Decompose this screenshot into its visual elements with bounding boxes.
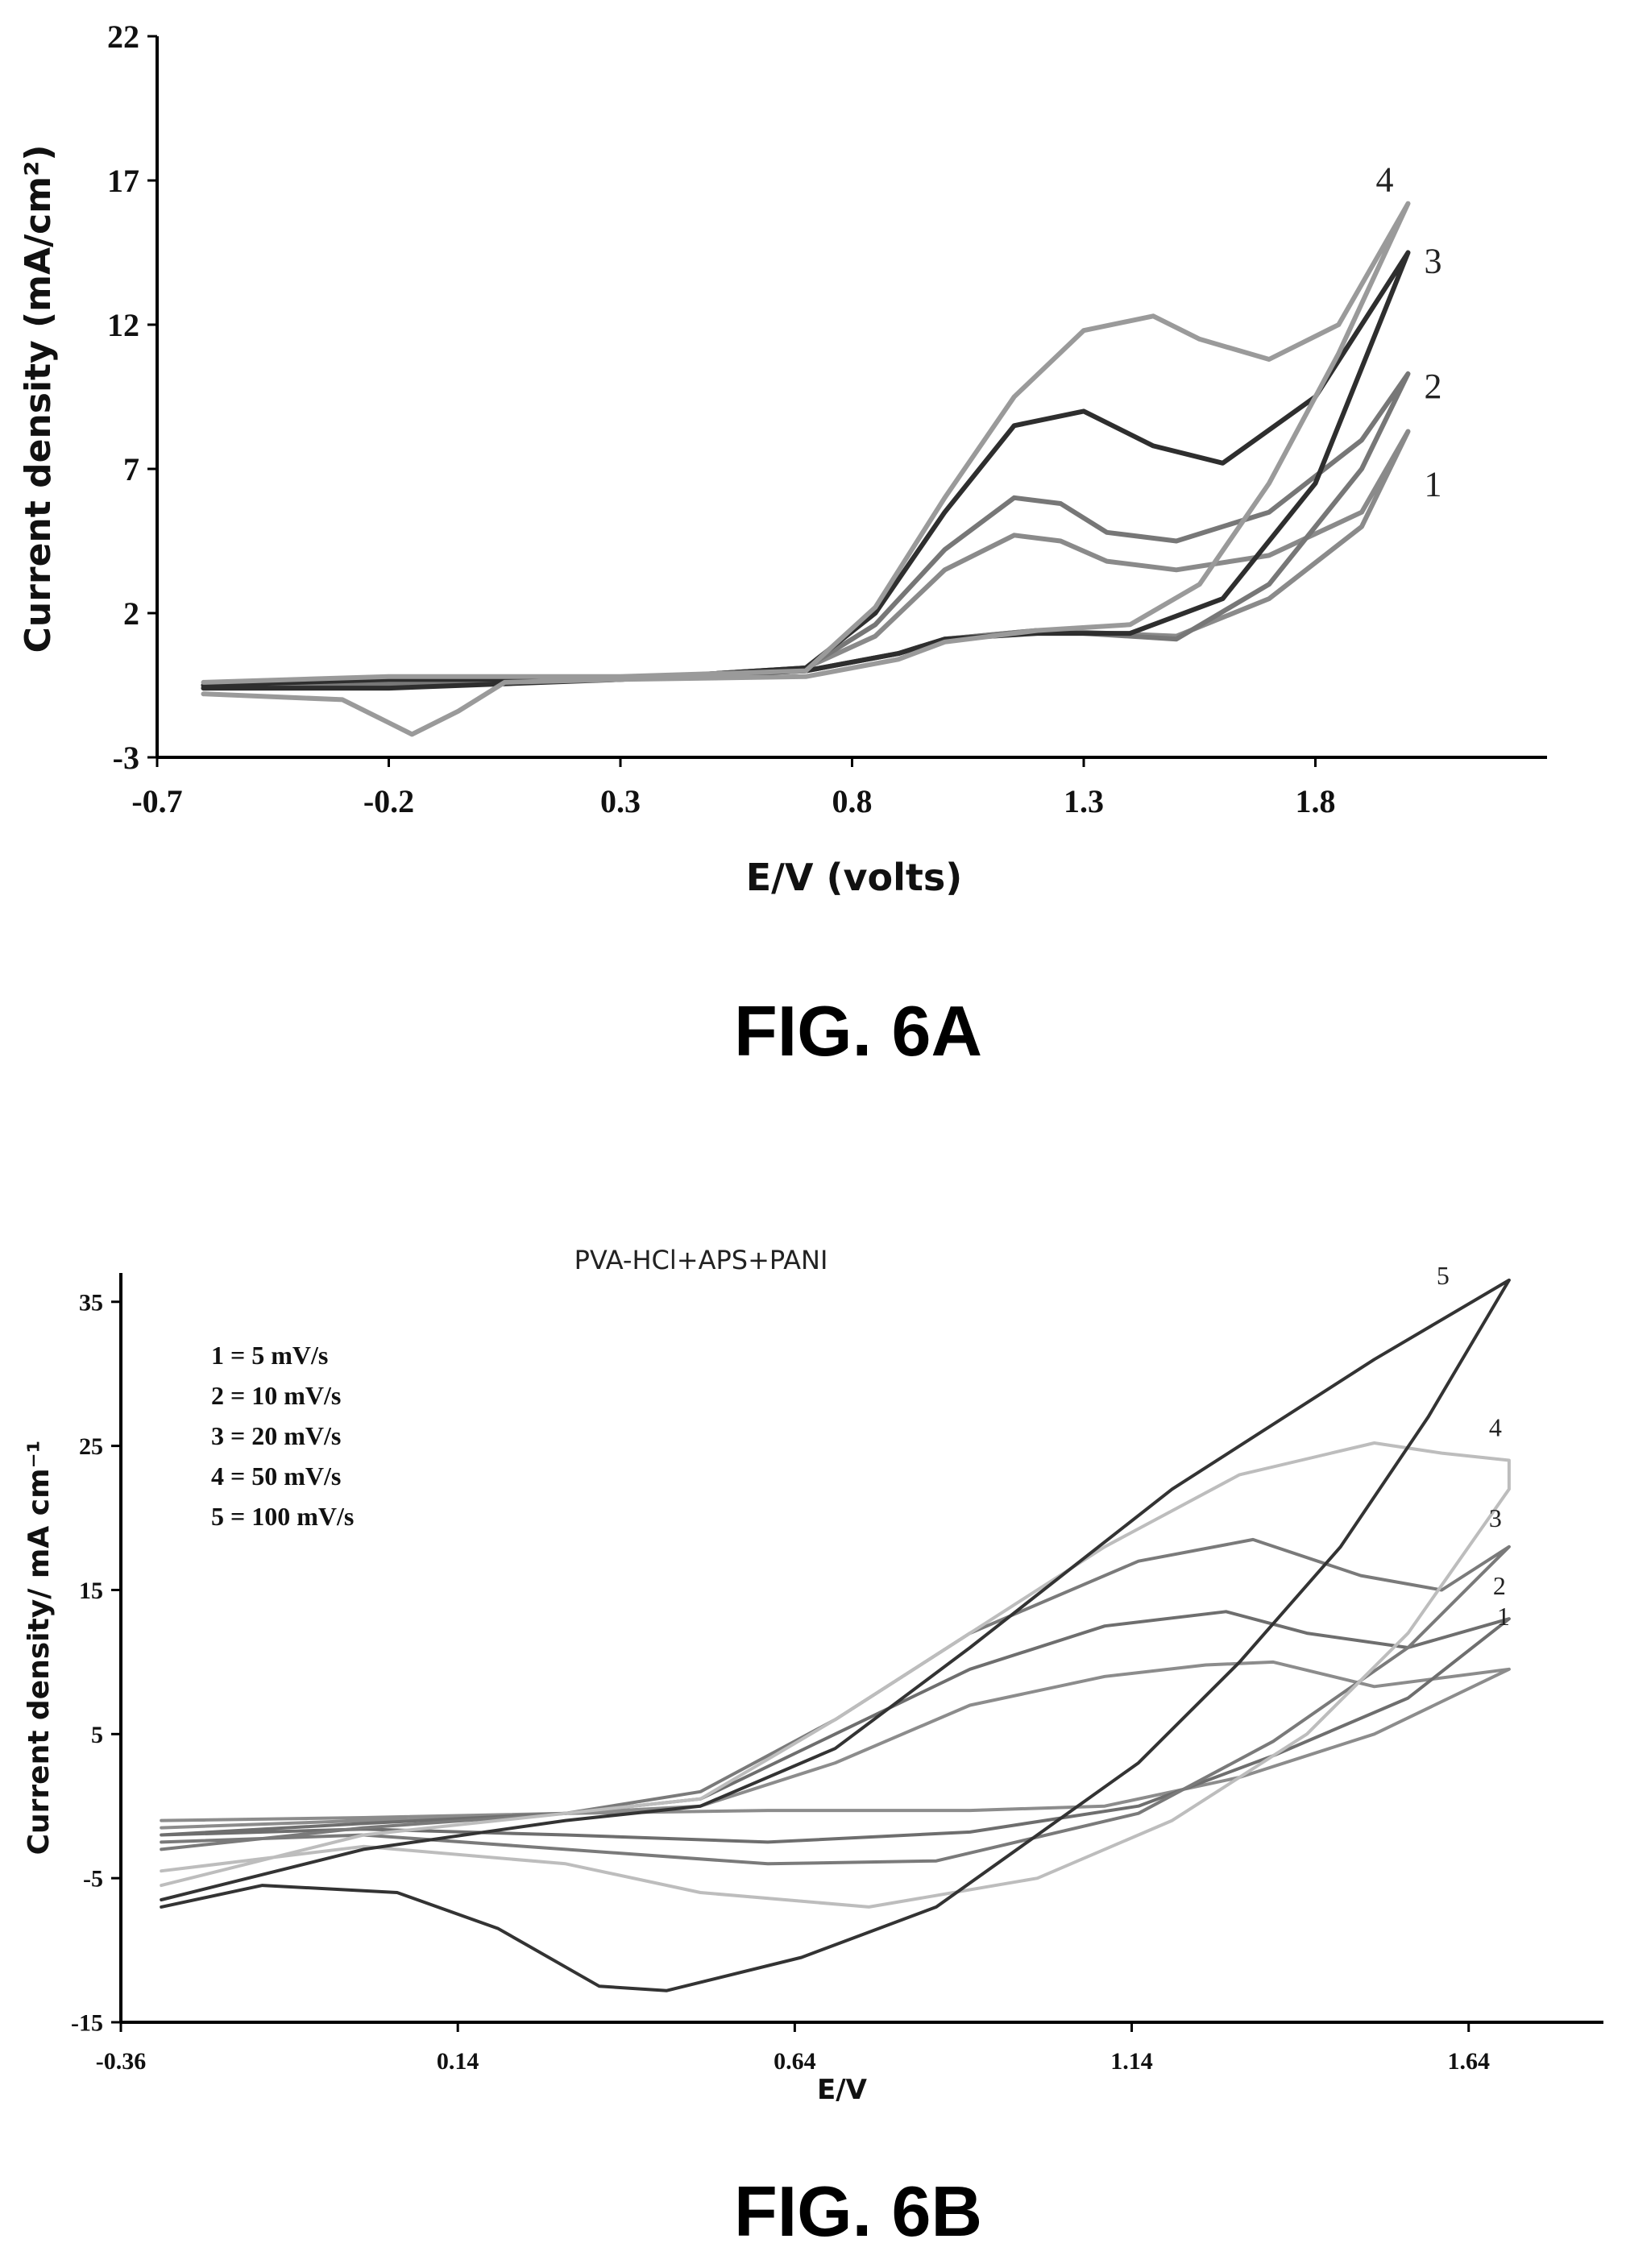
y-tick-label: 5 [91,1722,103,1748]
x-tick-label: 0.8 [832,783,873,819]
y-ticks-6a: -3 2 7 12 17 22 [107,19,157,776]
series-line-5 [160,1278,1511,1992]
curve-label-1: 1 [1497,1602,1510,1631]
y-tick-label: 22 [107,19,139,55]
curve-label-3: 3 [1425,242,1442,281]
legend-entry: 1 = 5 mV/s [211,1341,328,1370]
y-tick-label: 25 [79,1433,103,1460]
y-axis-title-6b: Current density/ mA cm⁻¹ [23,1441,56,1855]
curve-label-2: 2 [1493,1571,1506,1600]
curve-label-3: 3 [1489,1503,1502,1532]
chart-title-6b: PVA-HCl+APS+PANI [574,1245,828,1275]
legend-entry: 2 = 10 mV/s [211,1381,341,1410]
figure-caption-6b: FIG. 6B [734,2171,982,2251]
y-tick-label: 35 [79,1289,103,1316]
legend-entry: 3 = 20 mV/s [211,1421,341,1450]
curve-label-1: 1 [1425,464,1442,504]
y-tick-label: -3 [113,740,139,776]
series-line-3 [160,1537,1511,1866]
x-tick-label: 1.64 [1447,2048,1490,2075]
figure-caption-6a: FIG. 6A [734,991,982,1071]
x-ticks-6b: -0.36 0.14 0.64 1.14 1.64 [96,2022,1490,2075]
y-tick-label: 17 [107,163,139,199]
y-tick-label: 7 [123,451,139,487]
x-tick-label: 0.64 [774,2048,816,2075]
x-axis-title-6b: E/V [817,2074,868,2106]
x-axis-title-6a: E/V (volts) [746,856,963,899]
x-tick-label: 0.14 [437,2048,479,2075]
curve-label-2: 2 [1425,367,1442,406]
series-line-1 [160,1660,1511,1830]
y-tick-label: -15 [71,2010,103,2037]
x-tick-label: 0.3 [600,783,641,819]
series-line-1 [201,429,1411,691]
legend-entry: 5 = 100 mV/s [211,1502,354,1531]
legend-6b: 1 = 5 mV/s 2 = 10 mV/s 3 = 20 mV/s 4 = 50 m… [211,1341,354,1531]
y-tick-label: 15 [79,1578,103,1604]
x-tick-label: -0.2 [363,783,414,819]
series-line-2 [160,1610,1511,1844]
x-tick-label: 1.3 [1064,783,1104,819]
curve-labels-6b: 12 3 4 5 [1437,1261,1510,1631]
y-tick-label: 12 [107,307,139,343]
series-group-6b [160,1278,1511,1992]
x-tick-label: -0.36 [96,2048,147,2075]
series-line-2 [201,371,1411,691]
x-tick-label: 1.8 [1296,783,1336,819]
curve-label-4: 4 [1376,160,1394,200]
x-tick-label: 1.14 [1110,2048,1153,2075]
legend-entry: 4 = 50 mV/s [211,1462,341,1491]
series-line-4 [201,201,1411,737]
curve-label-4: 4 [1489,1413,1502,1442]
series-group-6a [201,201,1411,737]
curve-labels-6a: 1 2 3 4 [1376,160,1442,504]
y-tick-label: 2 [123,595,139,632]
curve-label-5: 5 [1437,1261,1450,1290]
y-axis-title-6a: Current density (mA/cm²) [18,145,59,653]
x-ticks-6a: -0.7 -0.2 0.3 0.8 1.3 1.8 [131,757,1336,819]
y-tick-label: -5 [83,1866,103,1893]
series-line-3 [201,250,1411,691]
series-line-4 [160,1441,1511,1909]
y-ticks-6b: -15 -5 5 15 25 35 [71,1289,121,2037]
x-tick-label: -0.7 [131,783,182,819]
chart-6b: -15 -5 5 15 25 35 -0.36 0.14 0.64 1.14 1.64 12 3 4 5… [23,1245,1603,2106]
